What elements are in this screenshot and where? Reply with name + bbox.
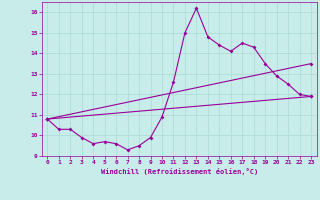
- X-axis label: Windchill (Refroidissement éolien,°C): Windchill (Refroidissement éolien,°C): [100, 168, 258, 175]
